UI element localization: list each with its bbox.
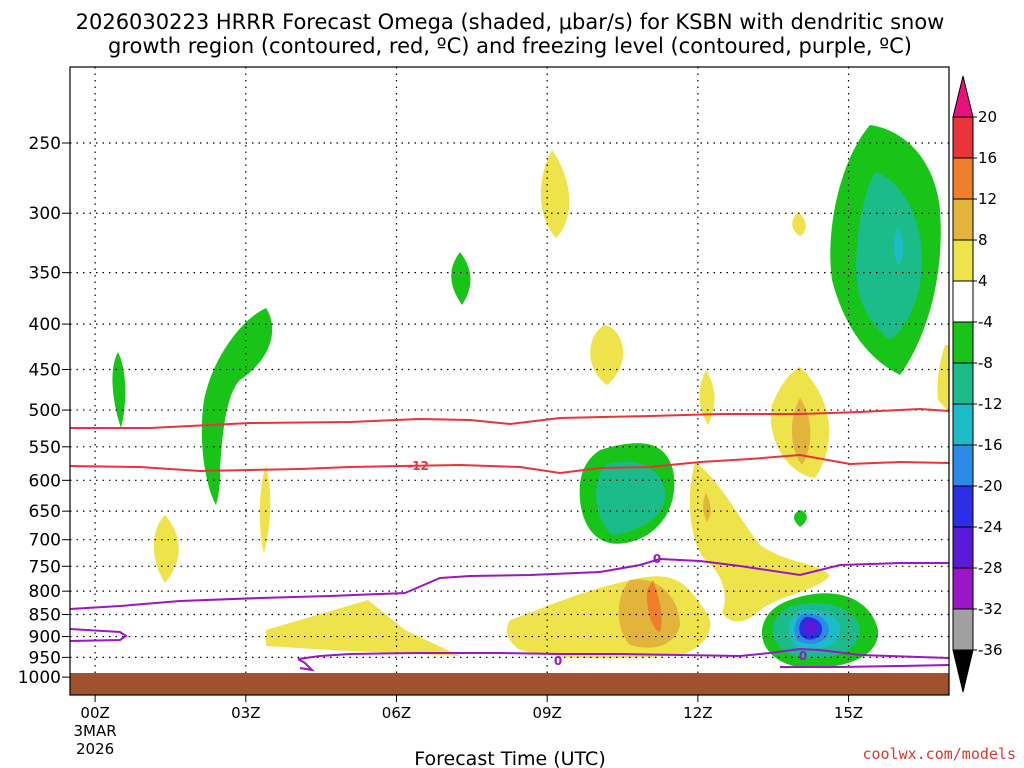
colorbar-tick-label: -20 — [978, 477, 1003, 495]
y-tick-label: 750 — [29, 557, 61, 577]
freezing-contour-hook — [297, 658, 315, 672]
colorbar-tick-label: -28 — [978, 559, 1003, 577]
x-tick-label: 15Z — [834, 704, 863, 722]
colorbar-tick-label: 8 — [978, 231, 988, 249]
colorbar-band — [952, 321, 974, 364]
omega-area-teal-1 — [596, 461, 666, 535]
y-tick-label: 400 — [29, 315, 61, 335]
omega-area-orange-3 — [646, 580, 662, 632]
y-tick-label: 600 — [29, 471, 61, 491]
omega-area-cyan-2 — [893, 228, 904, 265]
colorbar-band — [952, 403, 974, 446]
x-tick-label: 00Z — [80, 704, 109, 722]
y-tick-label: 650 — [29, 502, 61, 522]
omega-area-yellow-9 — [937, 345, 949, 412]
colorbar-band — [952, 116, 974, 159]
y-tick-label: 800 — [29, 582, 61, 602]
omega-area-yellow-2 — [259, 465, 271, 554]
colorbar-tick-label: -36 — [978, 641, 1003, 659]
freezing-contours: 0 0 0 — [69, 552, 950, 672]
x-tick-label: 06Z — [382, 704, 411, 722]
colorbar-tick-label: -16 — [978, 436, 1003, 454]
x-tick-year-label: 2026 — [76, 740, 114, 758]
plot-frame — [69, 66, 950, 696]
dgz-label-minus12: -12 — [407, 459, 429, 473]
omega-area-green-3 — [451, 252, 471, 305]
colorbar-bottom-triangle — [952, 649, 974, 693]
y-axis: 2503003504004505005506006507007508008509… — [18, 134, 70, 688]
freezing-label-a: 0 — [653, 552, 661, 566]
colorbar-band — [952, 198, 974, 241]
freezing-contour-low — [297, 647, 950, 660]
y-tick-label: 300 — [29, 204, 61, 224]
y-tick-label: 900 — [29, 628, 61, 648]
omega-area-yellow-11 — [689, 462, 830, 622]
y-tick-label: 950 — [29, 648, 61, 668]
omega-area-green-2 — [201, 308, 273, 505]
colorbar-tick-label: -8 — [978, 354, 993, 372]
omega-area-yellow-5 — [590, 325, 624, 385]
y-tick-label: 550 — [29, 438, 61, 458]
x-tick-label: 09Z — [532, 704, 561, 722]
freezing-contour-main — [69, 557, 949, 610]
omega-area-yellow-1 — [153, 515, 179, 583]
freezing-label-b: 0 — [554, 654, 562, 668]
x-tick-label: 12Z — [683, 704, 712, 722]
colorbar-tick-label: -32 — [978, 600, 1003, 618]
freezing-contour-right — [780, 664, 950, 668]
colorbar-tick-label: -24 — [978, 518, 1003, 536]
omega-area-yellow-7 — [792, 212, 806, 236]
ground-layer — [70, 673, 949, 695]
y-tick-label: 350 — [29, 264, 61, 284]
dgz-contour-lower — [69, 453, 950, 475]
y-tick-label: 500 — [29, 401, 61, 421]
colorbar-band — [952, 608, 974, 651]
x-tick-label: 03Z — [231, 704, 260, 722]
colorbar-tick-label: 16 — [978, 149, 997, 167]
colorbar-tick-label: 4 — [978, 272, 988, 290]
colorbar-tick-label: 20 — [978, 108, 997, 126]
chart-title-line2: growth region (contoured, red, ºC) and f… — [108, 34, 912, 58]
colorbar-band — [952, 280, 974, 323]
colorbar-tick-label: -4 — [978, 313, 993, 331]
chart-title-line1: 2026030223 HRRR Forecast Omega (shaded, … — [76, 10, 945, 34]
freezing-label-c: 0 — [799, 649, 807, 663]
colorbar-band — [952, 157, 974, 200]
omega-area-yellow-3 — [266, 600, 460, 656]
colorbar-band — [952, 444, 974, 487]
colorbar-band — [952, 567, 974, 610]
omega-area-yellow-4 — [540, 150, 570, 238]
omega-area-green-1 — [112, 352, 126, 428]
dgz-contours: -12 — [69, 407, 950, 475]
colorbar-band — [952, 362, 974, 405]
freezing-contour-left — [69, 628, 128, 642]
omega-area-orange-4 — [703, 493, 711, 522]
colorbar-tick-label: -12 — [978, 395, 1003, 413]
colorbar: 20 16 12 8 4 -4 -8 -12 -16 -20 -24 -28 -32 -36 — [952, 75, 1003, 693]
y-tick-label: 850 — [29, 606, 61, 626]
y-tick-label: 250 — [29, 134, 61, 154]
omega-area-green-5 — [794, 510, 807, 527]
colorbar-band — [952, 485, 974, 528]
x-tick-date-label: 3MAR — [74, 722, 117, 740]
x-axis-label: Forecast Time (UTC) — [414, 748, 605, 768]
colorbar-band — [952, 526, 974, 569]
omega-area-teal-3 — [855, 172, 922, 340]
colorbar-band — [952, 239, 974, 282]
y-tick-label: 700 — [29, 531, 61, 551]
colorbar-tick-label: 12 — [978, 190, 997, 208]
colorbar-top-triangle — [952, 75, 974, 118]
dgz-contour-upper — [70, 407, 950, 429]
credit-text: coolwx.com/models — [862, 745, 1016, 763]
omega-area-yellow-6 — [699, 370, 715, 425]
y-tick-label: 1000 — [18, 668, 61, 688]
omega-area-purple-1 — [804, 620, 818, 635]
y-tick-label: 450 — [29, 360, 61, 380]
